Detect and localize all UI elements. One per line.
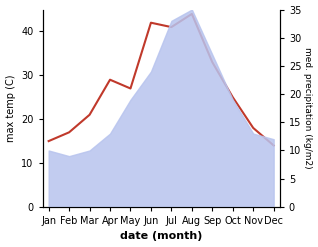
X-axis label: date (month): date (month) [120, 231, 202, 242]
Y-axis label: max temp (C): max temp (C) [5, 74, 16, 142]
Y-axis label: med. precipitation (kg/m2): med. precipitation (kg/m2) [303, 47, 313, 169]
